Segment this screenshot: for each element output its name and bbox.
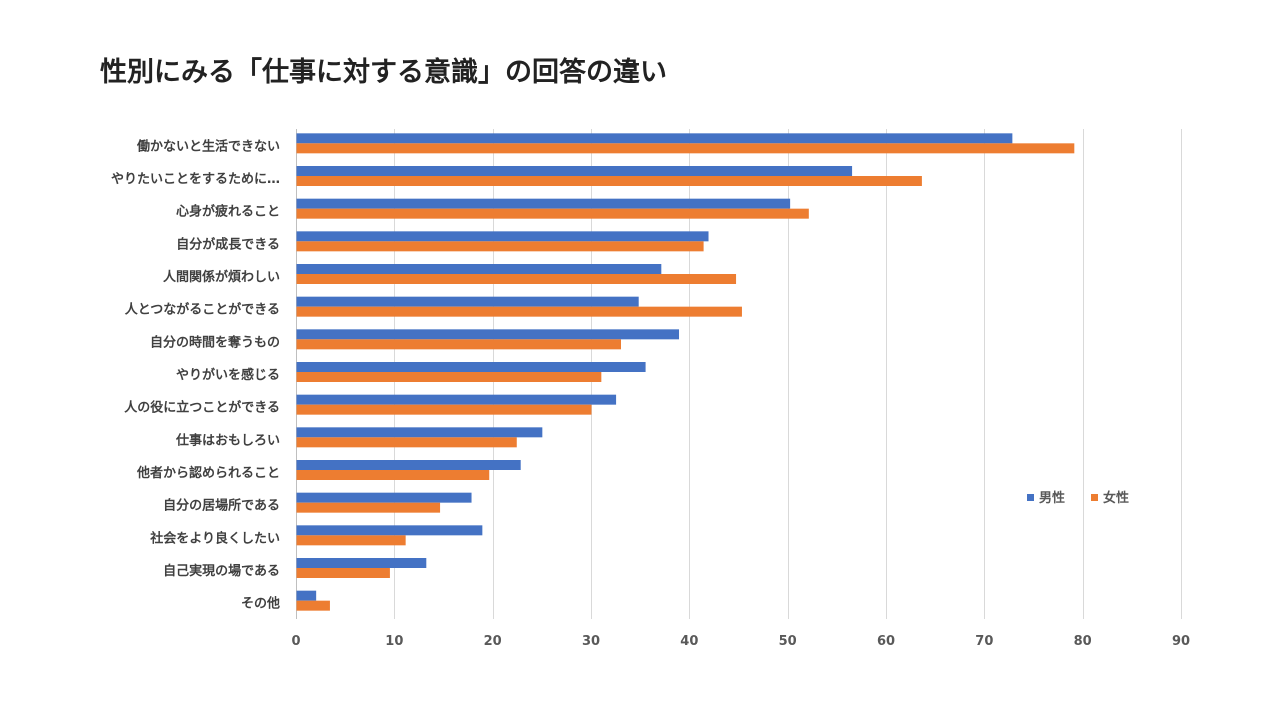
x-axis-ticks: 0 10 20 30 40 50 60 70 80 90 xyxy=(291,634,1190,649)
bar-male xyxy=(296,296,639,307)
bar-female xyxy=(296,502,441,513)
bar-male xyxy=(296,394,617,405)
bar-male xyxy=(296,460,521,470)
bar-female xyxy=(296,404,592,415)
bar-female xyxy=(296,143,1075,154)
bar-male xyxy=(296,329,680,340)
category-label: 働かないと生活できない xyxy=(136,138,280,154)
x-tick-label: 0 xyxy=(291,634,300,649)
x-tick-label: 20 xyxy=(484,634,502,649)
bar-male xyxy=(296,264,662,274)
category-label: 人間関係が煩わしい xyxy=(163,269,280,285)
x-tick-label: 70 xyxy=(975,634,993,649)
bar-male xyxy=(296,133,1013,144)
x-tick-label: 90 xyxy=(1172,634,1190,649)
category-label: 人とつながることができる xyxy=(125,302,280,318)
category-label: 心身が疲れること xyxy=(176,204,280,220)
bar-male xyxy=(296,231,709,242)
bar-female xyxy=(296,306,742,317)
bar-male xyxy=(296,198,791,209)
bar-female xyxy=(296,208,809,219)
category-label: 人の役に立つことができる xyxy=(124,400,280,416)
legend: 男性 女性 xyxy=(1027,490,1129,506)
bar-male xyxy=(296,362,646,372)
x-tick-label: 40 xyxy=(680,634,698,649)
category-label: 自分の居場所である xyxy=(163,498,280,514)
bar-male xyxy=(296,558,427,568)
x-tick-label: 60 xyxy=(877,634,895,649)
category-label: 自分の時間を奪うもの xyxy=(150,334,280,350)
legend-swatch xyxy=(1027,494,1034,501)
bar-male xyxy=(296,492,472,503)
bar-male xyxy=(296,590,317,601)
x-tick-label: 50 xyxy=(779,634,797,649)
bar-female xyxy=(296,437,517,448)
legend-label: 男性 xyxy=(1039,490,1065,506)
bar-female xyxy=(296,372,602,382)
category-label: やりがいを感じる xyxy=(176,367,280,383)
bar-female xyxy=(296,274,737,284)
chart-title: 性別にみる「仕事に対する意識」の回答の違い xyxy=(100,57,667,88)
category-label: 仕事はおもしろい xyxy=(175,432,280,448)
category-label: 社会をより良くしたい xyxy=(149,530,280,546)
bar-male xyxy=(296,166,853,176)
legend-swatch xyxy=(1091,494,1098,501)
category-label: やりたいことをするために… xyxy=(111,172,280,187)
bar-female xyxy=(296,600,330,611)
bar-female xyxy=(296,241,704,252)
bar-female xyxy=(296,176,922,186)
bar-female xyxy=(296,470,490,480)
x-tick-label: 10 xyxy=(385,634,403,649)
bar-female xyxy=(296,568,390,578)
legend-label: 女性 xyxy=(1103,490,1129,506)
category-label: その他 xyxy=(241,596,280,612)
category-label: 自分が成長できる xyxy=(176,236,280,252)
bar-male xyxy=(296,525,483,536)
bars xyxy=(296,133,1075,611)
bar-female xyxy=(296,535,406,546)
x-tick-label: 80 xyxy=(1074,634,1092,649)
bar-male xyxy=(296,427,543,438)
bar-female xyxy=(296,339,621,350)
category-label: 自己実現の場である xyxy=(163,563,280,579)
category-label: 他者から認められること xyxy=(136,465,280,481)
x-tick-label: 30 xyxy=(582,634,600,649)
